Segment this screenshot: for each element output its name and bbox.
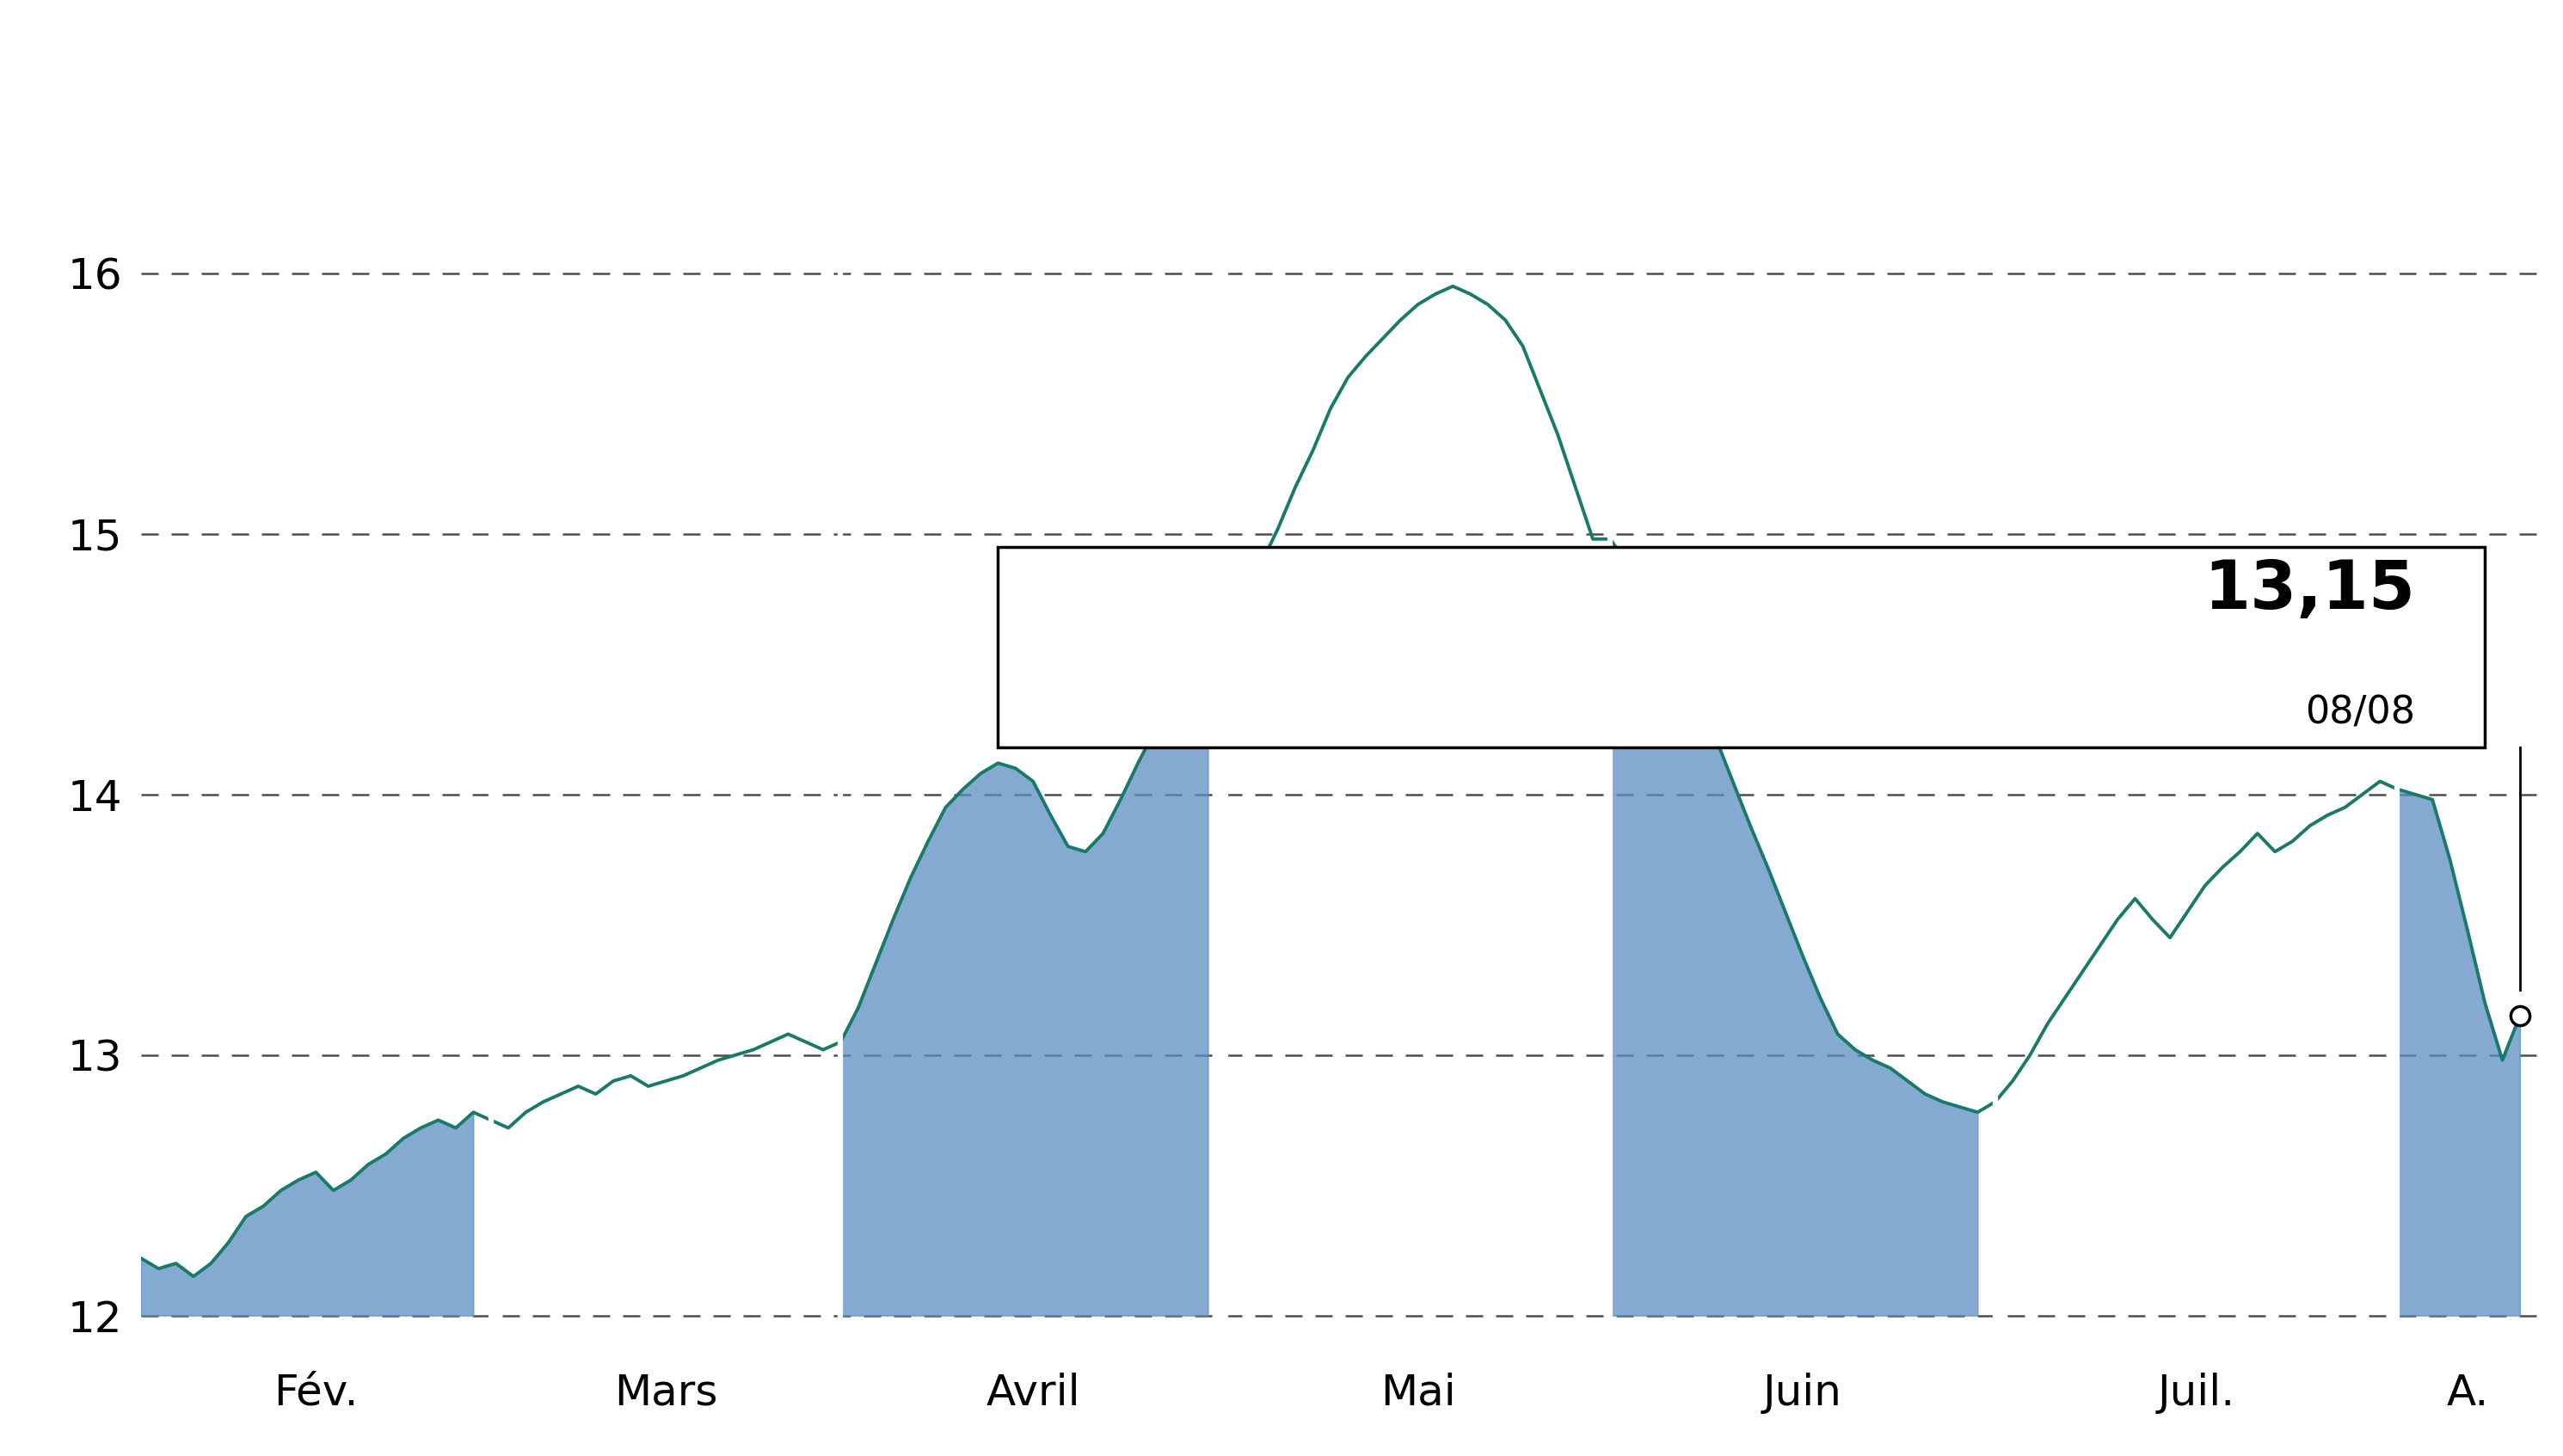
Text: 08/08: 08/08 (2304, 695, 2414, 732)
FancyBboxPatch shape (997, 547, 2486, 747)
Text: 13,15: 13,15 (2204, 558, 2414, 623)
Text: CREDIT AGRICOLE: CREDIT AGRICOLE (754, 26, 1809, 127)
